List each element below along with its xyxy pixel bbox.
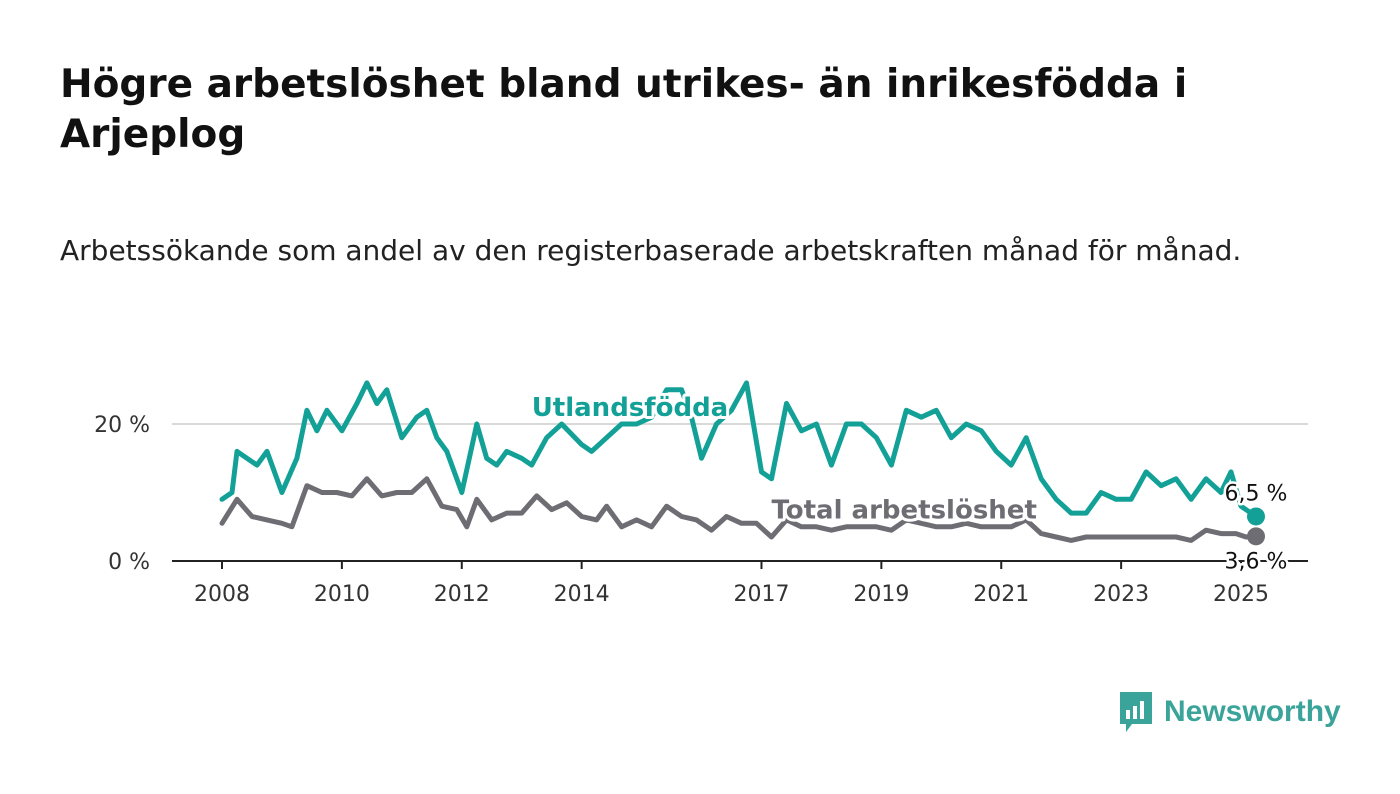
y-tick-label: 0 % <box>108 550 150 575</box>
x-tick-label: 2017 <box>733 582 789 607</box>
page-subtitle: Arbetssökande som andel av den registerb… <box>60 234 1242 267</box>
x-tick-label: 2010 <box>314 582 370 607</box>
x-tick-label: 2008 <box>194 582 250 607</box>
y-tick-label: 20 % <box>94 413 150 438</box>
x-tick-label: 2019 <box>853 582 909 607</box>
series-end-label: 3,6 % <box>1225 549 1288 574</box>
brand-logo: Newsworthy <box>1118 690 1341 734</box>
series-end-dot <box>1247 527 1265 546</box>
line-chart: 0 % 20 % 2008 2010 2012 2014 2017 2019 2021 2023 2… <box>94 380 1308 607</box>
newsworthy-logo-icon <box>1120 692 1152 732</box>
series-line-total <box>219 476 1259 543</box>
series-label: Utlandsfödda <box>532 393 729 423</box>
x-tick-label: 2025 <box>1213 582 1269 607</box>
series-label: Total arbetslöshet <box>771 496 1036 526</box>
x-tick-label: 2021 <box>973 582 1029 607</box>
x-tick-label: 2012 <box>434 582 490 607</box>
x-tick-label: 2023 <box>1093 582 1149 607</box>
x-tick-label: 2014 <box>554 582 610 607</box>
series-end-dot <box>1247 507 1265 526</box>
page-title: Högre arbetslöshet bland utrikes- än inr… <box>60 62 1188 157</box>
series-end-label: 6,5 % <box>1225 481 1288 506</box>
series-line-utlandsfodda <box>219 380 1259 519</box>
brand-name: Newsworthy <box>1164 695 1341 728</box>
